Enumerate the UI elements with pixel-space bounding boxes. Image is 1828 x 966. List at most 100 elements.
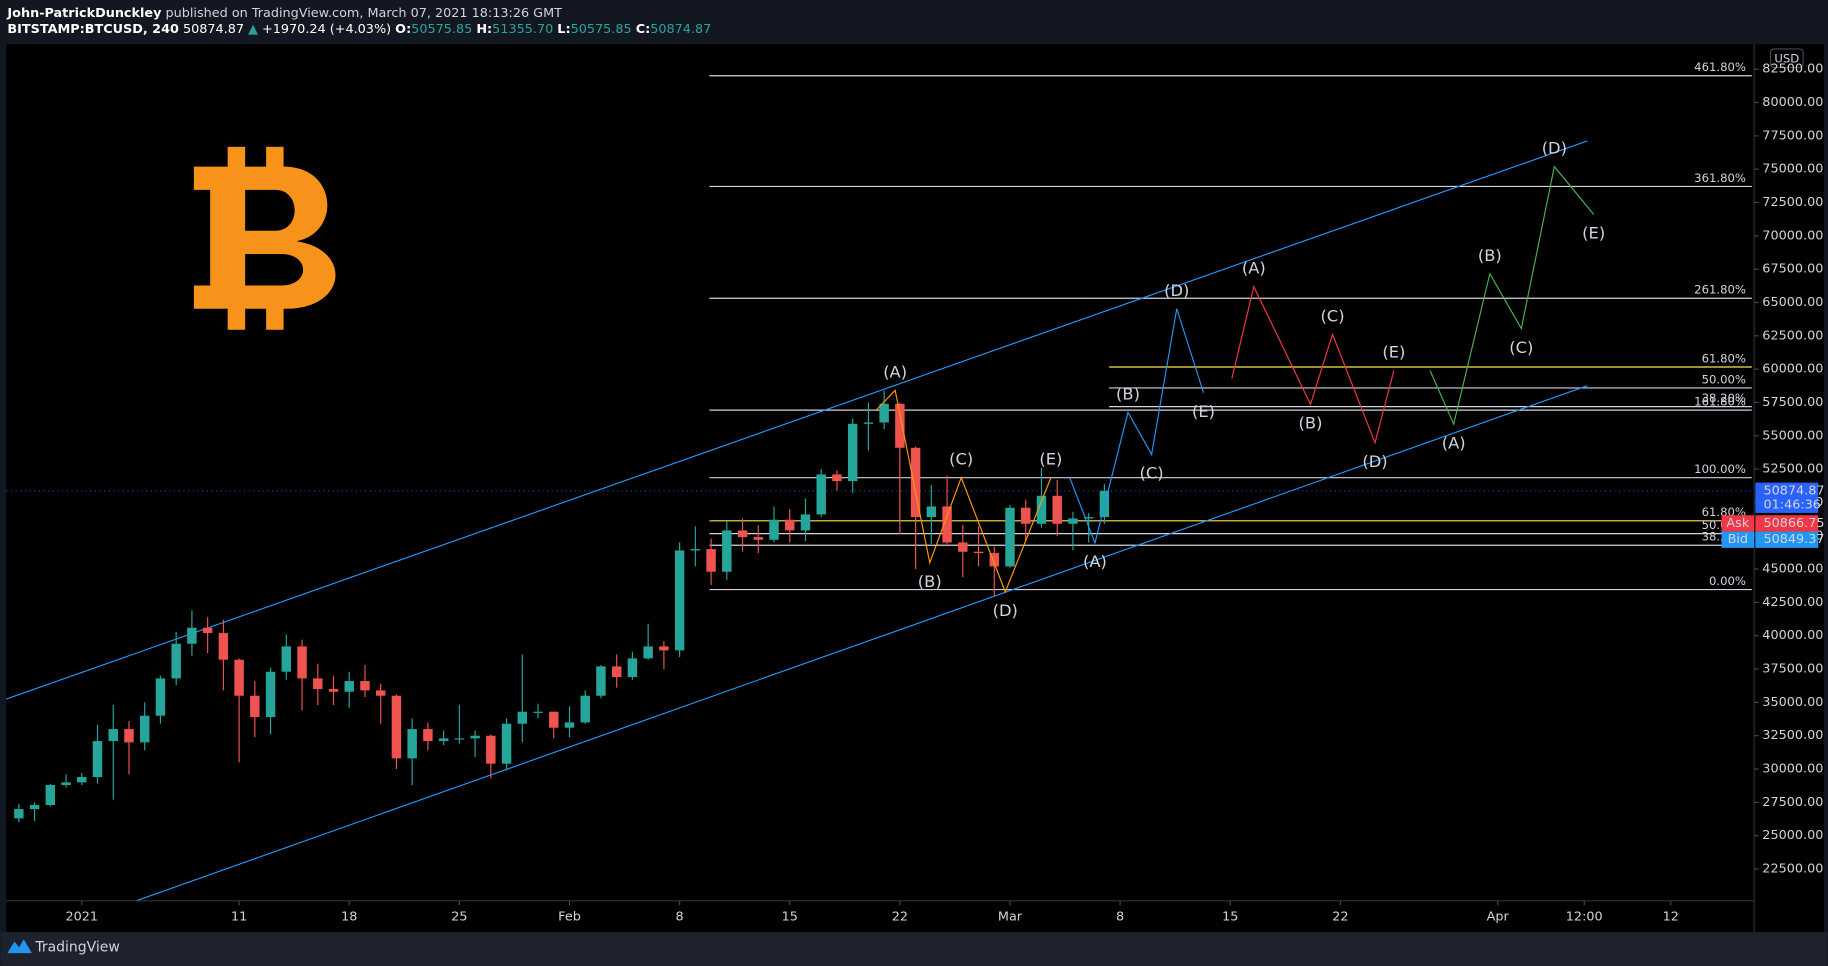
candle-body [297, 646, 307, 679]
y-tick-label: 65000.00 [1762, 295, 1823, 310]
candle-body [722, 530, 732, 572]
wave-label: (C) [1140, 464, 1164, 483]
fib-label: 461.80% [1694, 60, 1746, 74]
quote-name: Bid [1728, 532, 1748, 547]
header-price: 50874.87 [183, 22, 244, 37]
x-tick-label: 22 [892, 910, 908, 925]
candle-body [737, 530, 748, 538]
candle-body [77, 777, 87, 783]
logo-b [193, 166, 336, 309]
y-tick-label: 45000.00 [1762, 562, 1823, 577]
candle-body [1036, 495, 1047, 524]
wave-label: (E) [1039, 450, 1062, 469]
fib-label: 100.00% [1694, 462, 1746, 476]
candle-body [942, 506, 952, 543]
arrow: ▲ [248, 22, 258, 37]
close: 50874.87 [650, 22, 711, 37]
wave-label: (A) [1083, 552, 1107, 571]
wave-label: (D) [1164, 281, 1189, 300]
bitcoin-logo [193, 146, 336, 330]
candle-body [92, 741, 103, 778]
candle-body [910, 447, 921, 518]
candle-body [769, 519, 779, 540]
candle-body [973, 551, 984, 554]
currency-button[interactable] [1769, 48, 1804, 69]
last-price-box [1755, 482, 1819, 513]
wave-path [1231, 284, 1395, 445]
header-line: John-PatrickDunckley published on Tradin… [6, 5, 562, 20]
wave-label: (E) [1192, 402, 1215, 421]
y-tick-label: 57500.00 [1762, 395, 1823, 410]
c-label: C: [636, 22, 651, 37]
high: 51355.70 [492, 22, 553, 37]
wave-label: (C) [1320, 306, 1344, 325]
channel-line [136, 385, 1588, 901]
candle-body [14, 809, 24, 819]
x-tick-label: 2021 [65, 910, 98, 925]
wave-label: (D) [993, 601, 1018, 620]
candle-body [549, 711, 559, 728]
candle-body [250, 695, 260, 718]
candle-body [139, 715, 150, 743]
x-axis-area [6, 900, 1755, 933]
y-tick-label: 42500.00 [1762, 595, 1823, 610]
wave-label: (C) [1509, 338, 1533, 357]
x-tick-label: 8 [676, 910, 684, 925]
wave-path [1429, 165, 1595, 426]
y-tick-label: 52500.00 [1762, 462, 1823, 477]
candle-body [706, 549, 716, 572]
x-tick-label: 12 [1663, 910, 1679, 925]
candle-body [753, 537, 763, 540]
candle-body [124, 729, 134, 743]
candle-body [155, 678, 166, 716]
y-tick-label: 70000.00 [1762, 228, 1823, 243]
y-tick-label: 32500.00 [1762, 728, 1823, 743]
candle-body [674, 550, 685, 651]
candle-body [533, 711, 543, 713]
symbol-line: BITSTAMP:BTCUSD, 240 50874.87 ▲ +1970.24… [7, 22, 711, 37]
wave-label: (E) [1582, 224, 1605, 243]
candle-body [391, 695, 402, 759]
currency-label: USD [1774, 51, 1799, 65]
quote-box [1755, 531, 1819, 548]
wave-path [1069, 308, 1205, 545]
candle-body [1005, 507, 1015, 567]
x-tick-label: 11 [231, 910, 247, 925]
candle-body [1021, 507, 1031, 524]
candle-body [438, 738, 449, 742]
published: published on TradingView.com, March 07, … [166, 5, 563, 20]
y-tick-label: 72500.00 [1762, 195, 1823, 210]
wave-label: (D) [1542, 139, 1567, 158]
wave-label: (D) [1362, 452, 1387, 471]
fib-label: 0.00% [1709, 574, 1746, 588]
y-tick-label: 40000.00 [1762, 628, 1823, 643]
y-tick-label: 82500.00 [1762, 62, 1823, 77]
candle-body [958, 542, 968, 552]
y-tick-label: 35000.00 [1762, 695, 1823, 710]
y-tick-label: 77500.00 [1762, 128, 1823, 143]
y-tick-label: 25000.00 [1762, 828, 1823, 843]
candle-body [45, 785, 56, 806]
channel-line [6, 140, 1588, 700]
candle-body [879, 403, 889, 423]
wave-label: (A) [883, 362, 907, 381]
symbol: BITSTAMP:BTCUSD, 240 [7, 22, 179, 37]
candle-body [108, 729, 118, 742]
candle-body [423, 729, 433, 742]
candle-body [800, 514, 811, 531]
y-tick-label: 75000.00 [1762, 162, 1823, 177]
wave-label: (B) [1299, 414, 1323, 433]
candle-body [375, 690, 386, 696]
fib-label: 61.80% [1702, 351, 1746, 365]
quote-name-box [1721, 531, 1755, 548]
candle-body [1083, 517, 1094, 519]
fib-label: 261.80% [1694, 283, 1746, 297]
candle-body [989, 553, 999, 567]
candle-body [926, 506, 937, 518]
quote-value: 50849.37 [1763, 532, 1824, 547]
countdown-label: 01:46:36 [1763, 497, 1820, 512]
candle-body [328, 689, 339, 692]
candle-body [580, 695, 590, 723]
